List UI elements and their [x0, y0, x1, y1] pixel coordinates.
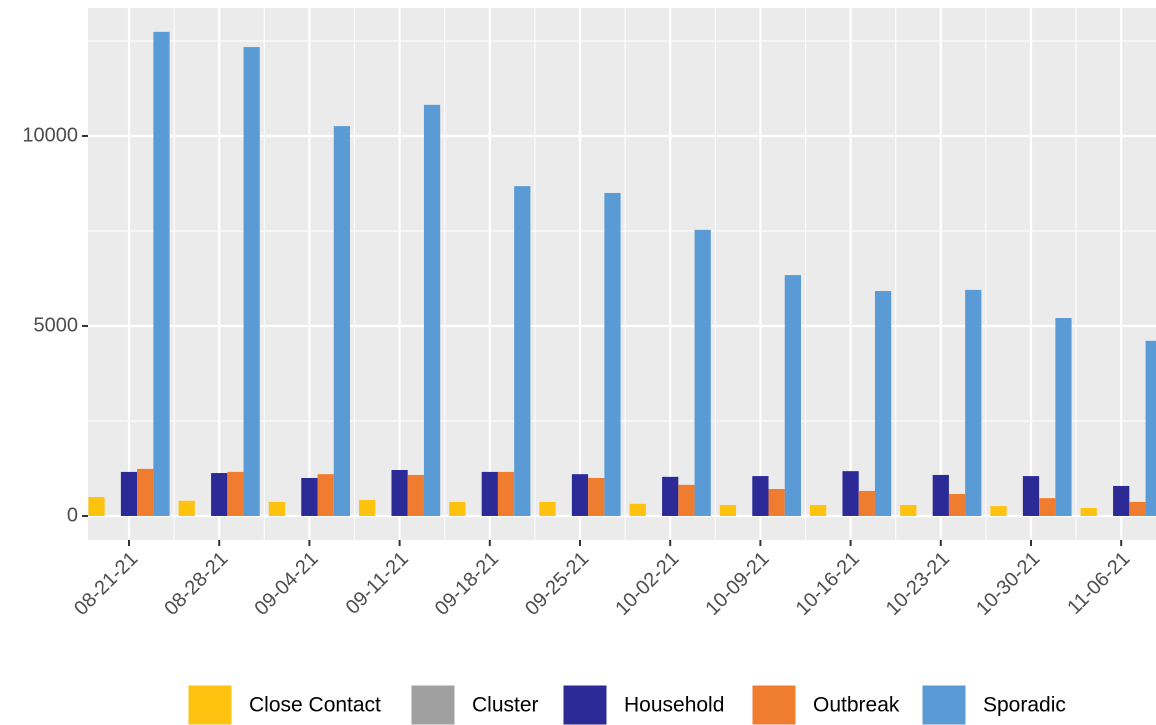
legend-key	[751, 684, 797, 725]
x-tick-label: 09-18-21	[431, 548, 503, 620]
bar	[1039, 498, 1056, 516]
legend-label: Household	[624, 694, 724, 717]
x-tick-label: 10-02-21	[611, 548, 683, 620]
bar	[227, 471, 244, 516]
bar	[990, 506, 1007, 516]
x-tick-label: 10-16-21	[792, 548, 864, 620]
bar	[120, 471, 138, 516]
bar	[317, 474, 334, 516]
y-tick-label: 10000	[22, 124, 78, 146]
bar	[842, 471, 859, 516]
bar	[965, 289, 982, 516]
bar	[359, 500, 376, 516]
bar	[514, 186, 531, 516]
bar	[391, 470, 408, 516]
bar	[1129, 501, 1146, 516]
bar	[423, 104, 441, 516]
bar	[858, 490, 875, 516]
legend-label: Close Contact	[249, 694, 381, 717]
bar	[948, 493, 966, 516]
bar	[1080, 508, 1097, 516]
bar	[900, 504, 917, 516]
x-tick-label: 10-23-21	[882, 548, 954, 620]
x-tick-label: 10-30-21	[972, 548, 1044, 620]
bar	[604, 192, 621, 516]
bar	[629, 503, 646, 516]
bar	[243, 47, 260, 516]
x-tick-label: 08-28-21	[160, 548, 232, 620]
x-tick-label: 09-04-21	[251, 548, 323, 620]
bar	[497, 471, 515, 516]
bar	[784, 275, 801, 516]
bar	[449, 501, 466, 516]
bar	[588, 477, 605, 516]
bar	[153, 31, 170, 516]
legend-label: Sporadic	[983, 694, 1066, 717]
y-tick-label: 5000	[34, 314, 79, 336]
bar	[1113, 485, 1130, 516]
bar	[481, 471, 498, 516]
bar	[539, 501, 556, 516]
bar	[268, 501, 286, 516]
y-tick-label: 0	[67, 504, 78, 526]
bar	[407, 474, 424, 516]
bar	[932, 474, 949, 516]
bar	[137, 468, 154, 516]
bar	[768, 489, 785, 516]
bar	[719, 504, 737, 516]
bar	[810, 504, 827, 516]
bar	[662, 476, 679, 516]
bar	[301, 477, 318, 516]
legend-label: Outbreak	[813, 694, 900, 717]
x-tick-label: 09-25-21	[521, 548, 593, 620]
legend-key	[921, 684, 967, 725]
bar	[694, 229, 711, 516]
legend-label: Cluster	[472, 694, 539, 717]
x-tick-label: 11-06-21	[1063, 548, 1134, 619]
x-tick-label: 10-09-21	[702, 548, 774, 620]
bar	[88, 496, 105, 516]
x-tick-label: 09-11-21	[342, 548, 413, 619]
bar	[211, 473, 228, 516]
bar	[178, 500, 195, 516]
legend-key	[562, 684, 608, 725]
legend-key	[187, 684, 233, 725]
bar	[571, 474, 589, 516]
bar	[874, 291, 892, 516]
x-tick-label: 08-21-21	[70, 548, 142, 620]
bar	[752, 476, 769, 516]
bar	[1145, 340, 1156, 516]
bar	[1055, 318, 1072, 516]
bar	[333, 126, 350, 516]
legend-key	[410, 684, 456, 725]
bar	[1022, 476, 1040, 516]
bar	[678, 484, 695, 516]
